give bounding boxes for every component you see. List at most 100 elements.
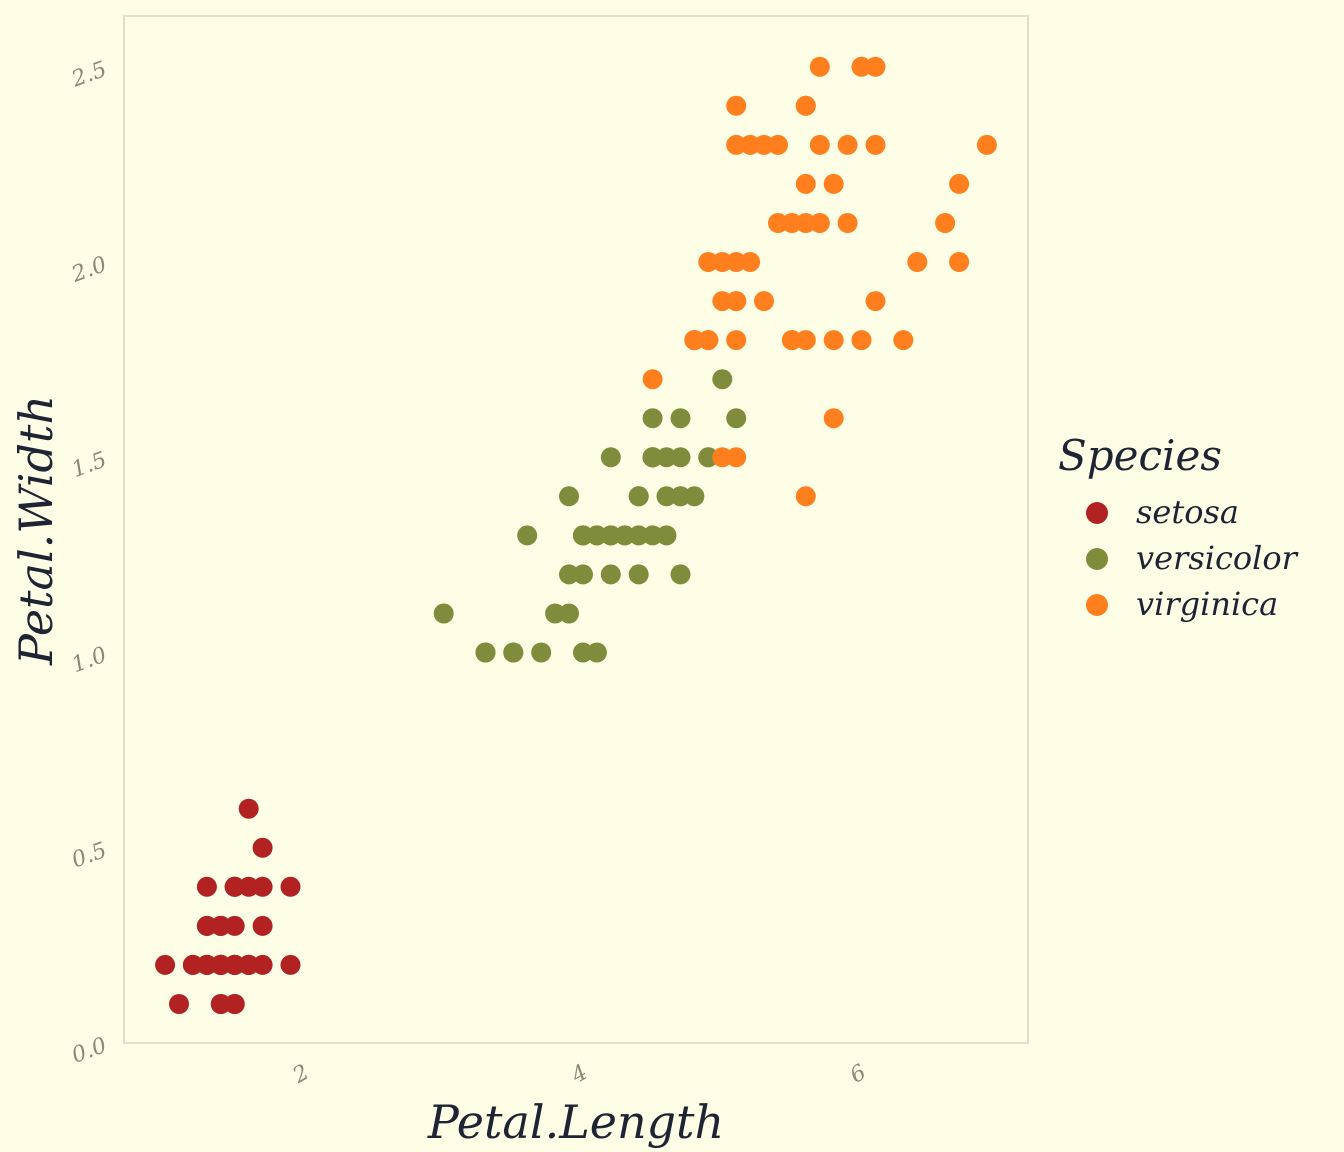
point-versicolor-23 (670, 564, 691, 585)
point-setosa-23 (252, 837, 273, 858)
point-virginica-20 (809, 134, 830, 155)
point-versicolor-40 (628, 564, 649, 585)
point-versicolor-48 (433, 603, 454, 624)
point-versicolor-4 (656, 447, 677, 468)
point-virginica-11 (754, 291, 774, 312)
legend-label-versicolor: versicolor (1136, 539, 1299, 577)
point-virginica-33 (726, 447, 747, 468)
point-versicolor-46 (600, 525, 621, 546)
y-tick-label-1: 0.5 (69, 838, 110, 873)
point-setosa-16 (196, 876, 217, 897)
point-versicolor-47 (614, 525, 635, 546)
point-virginica-3 (795, 330, 816, 351)
point-versicolor-31 (531, 642, 552, 663)
legend-key-virginica (1086, 594, 1108, 616)
point-setosa-41 (196, 915, 217, 936)
point-virginica-0 (851, 56, 872, 77)
point-virginica-4 (823, 173, 844, 194)
point-versicolor-36 (670, 447, 691, 468)
point-versicolor-5 (642, 525, 663, 546)
x-tick-label-2: 6 (846, 1060, 871, 1089)
y-axis-title: Petal.Width (9, 395, 63, 666)
point-versicolor-30 (545, 603, 566, 624)
y-tick-label-4: 2.0 (68, 252, 110, 288)
point-setosa-42 (196, 954, 217, 975)
point-virginica-41 (726, 134, 747, 155)
y-tick-label-2: 1.0 (69, 643, 110, 678)
point-setosa-19 (224, 915, 245, 936)
point-setosa-26 (238, 876, 259, 897)
point-versicolor-43 (475, 642, 496, 663)
point-setosa-46 (238, 954, 259, 975)
point-virginica-5 (935, 213, 956, 233)
point-versicolor-13 (670, 486, 691, 507)
point-setosa-49 (210, 954, 231, 975)
point-setosa-44 (280, 876, 301, 897)
point-virginica-44 (809, 56, 830, 77)
point-setosa-22 (155, 954, 176, 975)
point-virginica-12 (781, 213, 802, 233)
point-virginica-40 (795, 95, 816, 116)
point-virginica-29 (823, 408, 844, 429)
point-virginica-32 (795, 173, 816, 194)
point-virginica-48 (768, 134, 788, 155)
point-virginica-14 (726, 95, 747, 116)
point-versicolor-29 (503, 642, 524, 663)
point-virginica-49 (726, 330, 747, 351)
point-versicolor-49 (586, 525, 607, 546)
x-axis-title: Petal.Length (427, 1095, 724, 1149)
point-setosa-32 (224, 994, 245, 1014)
point-virginica-10 (726, 252, 747, 272)
point-virginica-39 (768, 213, 788, 233)
point-versicolor-27 (712, 369, 733, 390)
point-setosa-31 (224, 876, 245, 897)
point-virginica-45 (740, 134, 761, 155)
legend-label-setosa: setosa (1136, 493, 1239, 531)
point-setosa-5 (252, 876, 273, 897)
point-virginica-13 (712, 252, 733, 272)
point-virginica-34 (795, 486, 816, 507)
y-tick-label-5: 2.5 (68, 57, 110, 93)
legend: Species setosa versicolor virginica (1058, 431, 1299, 623)
point-setosa-48 (224, 954, 245, 975)
points-layer (155, 56, 997, 1014)
point-versicolor-11 (600, 447, 621, 468)
legend-key-versicolor (1086, 548, 1108, 570)
point-versicolor-39 (573, 525, 593, 546)
point-versicolor-19 (559, 603, 579, 624)
point-versicolor-41 (656, 486, 677, 507)
point-virginica-43 (837, 134, 858, 155)
point-setosa-18 (252, 915, 273, 936)
point-virginica-27 (698, 330, 719, 351)
point-virginica-19 (712, 447, 733, 468)
point-virginica-9 (865, 56, 886, 77)
point-virginica-22 (949, 252, 970, 272)
point-versicolor-22 (698, 447, 719, 468)
point-virginica-42 (726, 291, 747, 312)
point-virginica-30 (865, 291, 886, 312)
x-tick-label-0: 2 (288, 1060, 313, 1089)
point-setosa-24 (280, 954, 301, 975)
point-versicolor-37 (628, 525, 649, 546)
legend-items: setosa versicolor virginica (1086, 493, 1299, 623)
point-versicolor-34 (642, 447, 663, 468)
point-virginica-46 (712, 291, 733, 312)
legend-key-setosa (1086, 502, 1108, 524)
point-versicolor-42 (573, 564, 593, 585)
point-virginica-31 (907, 252, 928, 272)
point-virginica-37 (781, 330, 802, 351)
point-versicolor-6 (670, 408, 691, 429)
point-virginica-28 (795, 213, 816, 233)
point-versicolor-17 (586, 642, 607, 663)
point-versicolor-8 (656, 525, 677, 546)
point-setosa-13 (169, 994, 189, 1014)
point-virginica-17 (949, 173, 970, 194)
point-versicolor-33 (726, 408, 747, 429)
point-setosa-45 (210, 915, 231, 936)
point-virginica-6 (642, 369, 663, 390)
point-virginica-24 (809, 213, 830, 233)
point-virginica-25 (851, 330, 872, 351)
y-tick-label-0: 0.0 (69, 1033, 110, 1068)
point-versicolor-45 (600, 564, 621, 585)
point-setosa-43 (238, 798, 259, 819)
